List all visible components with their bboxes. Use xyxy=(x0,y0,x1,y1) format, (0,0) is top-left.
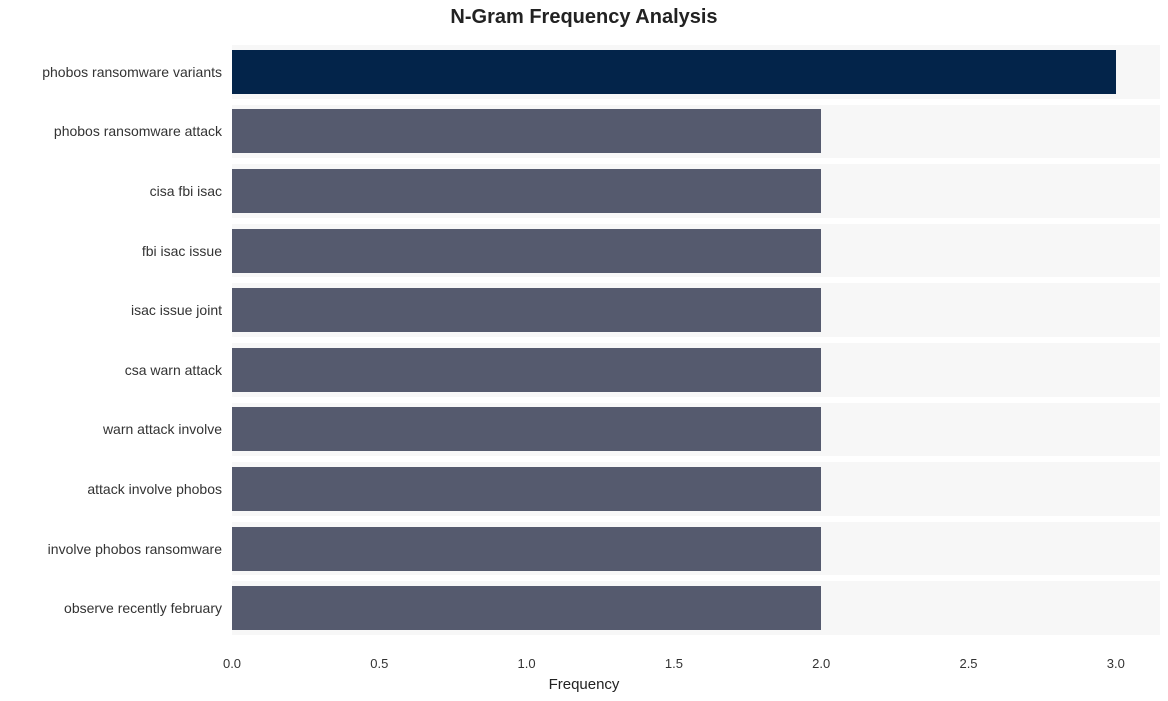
bar xyxy=(232,527,821,571)
x-tick-label: 2.0 xyxy=(812,656,830,671)
x-tick-label: 3.0 xyxy=(1107,656,1125,671)
y-tick-label: isac issue joint xyxy=(0,303,222,317)
x-tick-label: 0.5 xyxy=(370,656,388,671)
bar xyxy=(232,467,821,511)
ngram-chart: N-Gram Frequency Analysis phobos ransomw… xyxy=(0,0,1168,701)
y-tick-label: phobos ransomware attack xyxy=(0,124,222,138)
chart-title: N-Gram Frequency Analysis xyxy=(0,6,1168,29)
bar xyxy=(232,586,821,630)
y-tick-label: observe recently february xyxy=(0,601,222,615)
y-tick-label: attack involve phobos xyxy=(0,482,222,496)
y-tick-label: cisa fbi isac xyxy=(0,184,222,198)
y-tick-label: phobos ransomware variants xyxy=(0,65,222,79)
x-tick-label: 2.5 xyxy=(959,656,977,671)
bar xyxy=(232,50,1116,94)
bar xyxy=(232,169,821,213)
x-tick-label: 1.5 xyxy=(665,656,683,671)
bar xyxy=(232,109,821,153)
plot-area xyxy=(232,36,1160,644)
y-tick-label: involve phobos ransomware xyxy=(0,542,222,556)
bar xyxy=(232,229,821,273)
x-axis-label: Frequency xyxy=(0,676,1168,693)
y-tick-label: fbi isac issue xyxy=(0,244,222,258)
x-tick-label: 0.0 xyxy=(223,656,241,671)
x-tick-label: 1.0 xyxy=(518,656,536,671)
bar xyxy=(232,288,821,332)
y-tick-label: warn attack involve xyxy=(0,422,222,436)
bar xyxy=(232,348,821,392)
y-tick-label: csa warn attack xyxy=(0,363,222,377)
bar xyxy=(232,407,821,451)
